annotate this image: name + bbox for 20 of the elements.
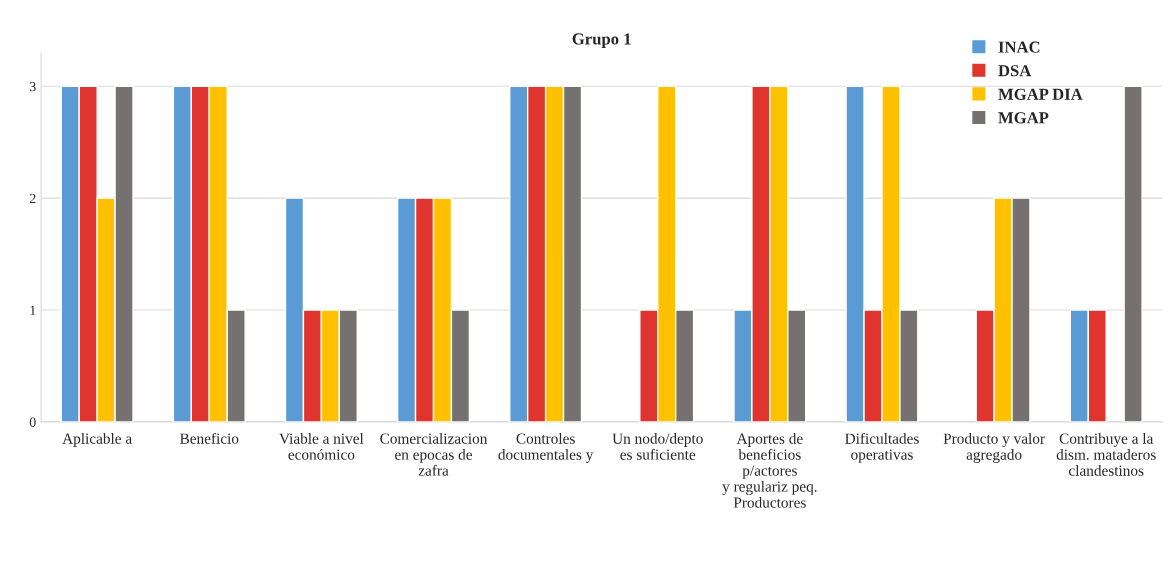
y-tick-label: 3	[29, 81, 36, 92]
chart-title: Grupo 1	[572, 33, 631, 48]
x-tick-label: Aportes de beneficios p/actores y regulariz peq. Productores	[722, 433, 817, 508]
x-tick-label: Producto y valor agregado	[943, 433, 1045, 463]
x-tick-label: Comercializacion en epocas de zafra	[380, 433, 488, 476]
y-tick-label: 1	[30, 305, 36, 315]
legend-label: INAC	[998, 41, 1040, 53]
bar	[1123, 85, 1143, 422]
legend-label: MGAP DIA	[998, 88, 1083, 100]
legend-label: MGAP	[998, 112, 1049, 124]
y-tick-label: 0	[29, 417, 36, 427]
legend-label: DSA	[998, 65, 1032, 77]
x-tick-label: Un nodo/depto es suficiente	[612, 433, 703, 460]
y-tick-label: 2	[29, 193, 36, 203]
x-tick-label: Beneficio	[180, 432, 239, 444]
x-tick-label: Viable a nivel económico	[279, 433, 364, 460]
x-tick-label: Dificultades operativas	[845, 432, 919, 463]
x-tick-label: Aplicable a	[62, 433, 132, 447]
x-tick-label: Contribuye a la dism. mataderos clandestinos	[1056, 433, 1156, 476]
x-tick-label: Controles documentales y	[498, 433, 594, 463]
